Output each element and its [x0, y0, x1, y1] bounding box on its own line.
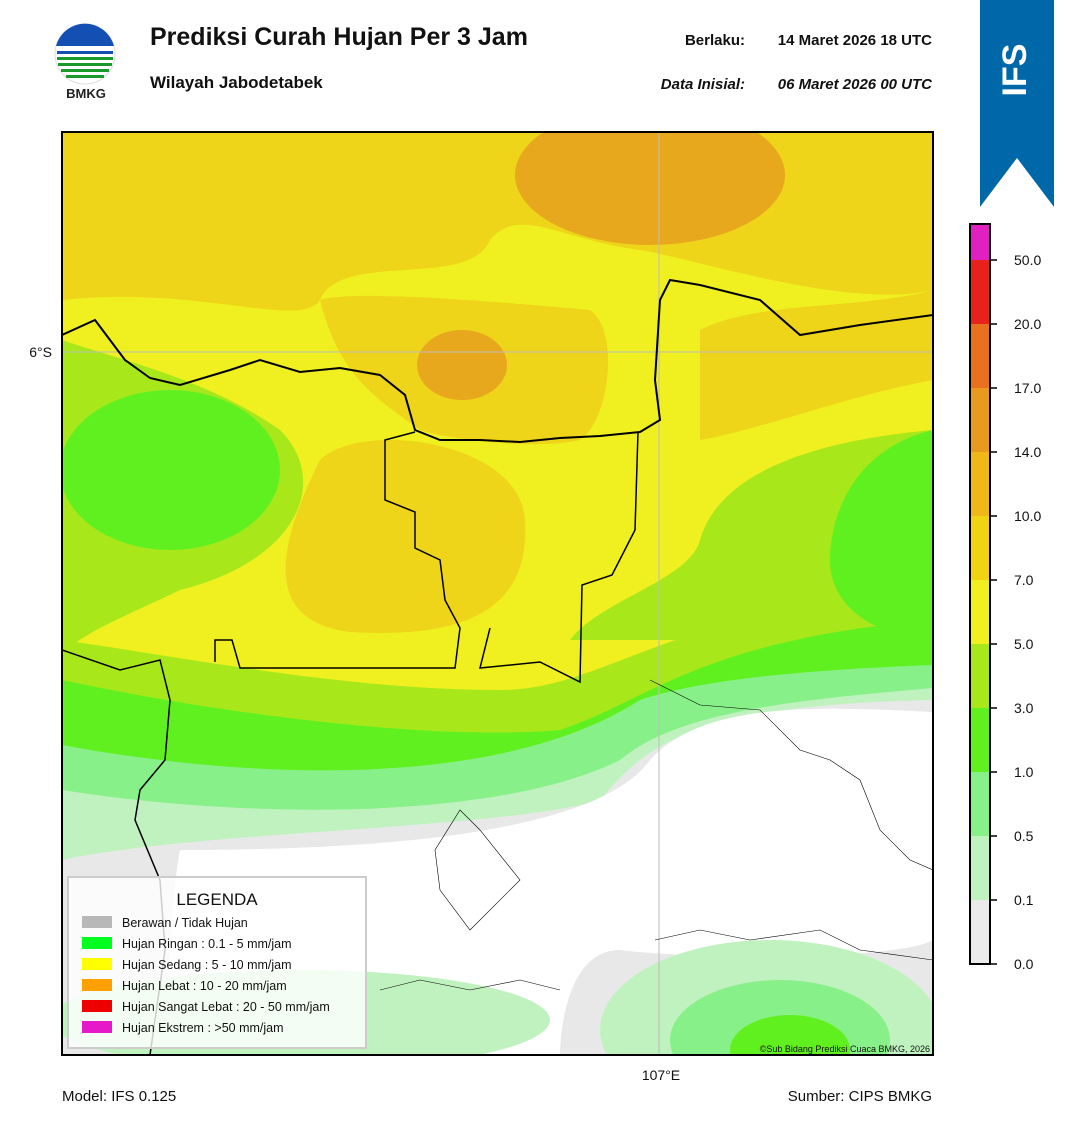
- badge-text: IFS: [996, 44, 1034, 97]
- colorbar-segment: [970, 644, 990, 708]
- colorbar-frame: [969, 223, 991, 965]
- title: Prediksi Curah Hujan Per 3 Jam: [150, 23, 528, 51]
- legend-label: Hujan Sedang : 5 - 10 mm/jam: [122, 958, 292, 972]
- colorbar: 0.0 0.1 0.5 1.0 3.0 5.0 7.0 10.0 14.0 17.0 20.0 50.…: [970, 224, 1041, 972]
- legend-swatch: [82, 958, 112, 970]
- colorbar-segment: [970, 224, 990, 260]
- colorbar-segment: [970, 324, 990, 388]
- colorbar-segment: [970, 708, 990, 772]
- colorbar-label: 1.0: [1014, 764, 1034, 780]
- legend-swatch: [82, 1021, 112, 1033]
- legend-label: Hujan Ringan : 0.1 - 5 mm/jam: [122, 937, 292, 951]
- valid-time: 14 Maret 2026 18 UTC: [778, 32, 932, 49]
- legend-swatch: [82, 1000, 112, 1012]
- colorbar-label: 0.0: [1014, 956, 1034, 972]
- colorbar-label: 10.0: [1014, 508, 1041, 524]
- legend-title: LEGENDA: [176, 890, 258, 909]
- colorbar-segment: [970, 452, 990, 516]
- valid-label: Berlaku:: [685, 32, 745, 49]
- source: Sumber: CIPS BMKG: [788, 1088, 932, 1105]
- colorbar-segment: [970, 900, 990, 964]
- legend-label: Hujan Sangat Lebat : 20 - 50 mm/jam: [122, 1000, 330, 1014]
- colorbar-segment: [970, 516, 990, 580]
- colorbar-label: 5.0: [1014, 636, 1034, 652]
- colorbar-label: 17.0: [1014, 380, 1041, 396]
- subtitle: Wilayah Jabodetabek: [150, 73, 323, 92]
- legend-swatch: [82, 937, 112, 949]
- colorbar-label: 3.0: [1014, 700, 1034, 716]
- model: Model: IFS 0.125: [62, 1088, 176, 1105]
- legend-box: [67, 876, 367, 1049]
- colorbar-segment: [970, 836, 990, 900]
- legend-label: Hujan Lebat : 10 - 20 mm/jam: [122, 979, 287, 993]
- legend-swatch: [82, 979, 112, 991]
- colorbar-label: 50.0: [1014, 252, 1041, 268]
- init-time: 06 Maret 2026 00 UTC: [778, 76, 933, 93]
- lon-label: 107°E: [642, 1067, 680, 1083]
- colorbar-segment: [970, 388, 990, 452]
- lat-label: 6°S: [29, 344, 52, 360]
- credit: ©Sub Bidang Prediksi Cuaca BMKG, 2026: [760, 1044, 930, 1054]
- colorbar-segment: [970, 580, 990, 644]
- colorbar-label: 7.0: [1014, 572, 1034, 588]
- colorbar-label: 0.1: [1014, 892, 1034, 908]
- colorbar-label: 20.0: [1014, 316, 1041, 332]
- colorbar-label: 0.5: [1014, 828, 1034, 844]
- colorbar-segment: [970, 260, 990, 324]
- colorbar-label: 14.0: [1014, 444, 1041, 460]
- badge: [980, 0, 1054, 207]
- legend-items: Berawan / Tidak Hujan Hujan Ringan : 0.1 …: [82, 916, 330, 1035]
- map-frame: [61, 131, 934, 1056]
- init-label: Data Inisial:: [661, 76, 745, 93]
- legend-label: Hujan Ekstrem : >50 mm/jam: [122, 1021, 284, 1035]
- logo-text: BMKG: [66, 86, 106, 101]
- legend-label: Berawan / Tidak Hujan: [122, 916, 248, 930]
- logo: [54, 23, 116, 85]
- colorbar-segment: [970, 772, 990, 836]
- legend-swatch: [82, 916, 112, 928]
